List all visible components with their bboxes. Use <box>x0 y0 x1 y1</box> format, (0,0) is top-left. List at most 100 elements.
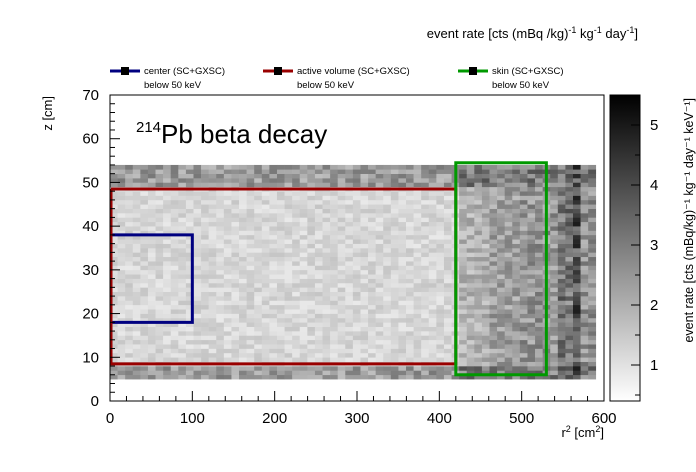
heatmap-cell <box>557 317 566 323</box>
heatmap-cell <box>254 239 263 244</box>
heatmap-cell <box>436 274 445 279</box>
heatmap-cell <box>231 278 240 284</box>
heatmap-cell <box>155 339 164 345</box>
heatmap-cell <box>466 173 475 179</box>
heatmap-cell <box>527 248 536 253</box>
heatmap-cell <box>557 322 566 327</box>
heatmap-cell <box>132 331 141 336</box>
heatmap-cell <box>110 195 118 201</box>
heatmap-cell <box>428 339 437 345</box>
heatmap-cell <box>201 248 209 253</box>
heatmap-cell <box>550 344 559 349</box>
heatmap-cell <box>299 234 308 240</box>
heatmap-cell <box>314 335 323 341</box>
heatmap-cell <box>421 374 430 380</box>
heatmap-cell <box>345 239 354 244</box>
heatmap-cell <box>497 265 505 271</box>
heatmap-cell <box>535 322 543 327</box>
heatmap-cell <box>421 164 430 170</box>
heatmap-cell <box>261 199 270 205</box>
heatmap-cell <box>261 252 270 258</box>
heatmap-cell <box>284 370 293 376</box>
heatmap-cell <box>292 169 301 174</box>
heatmap-cell <box>557 300 566 306</box>
heatmap-cell <box>588 191 597 196</box>
heatmap-cell <box>117 278 126 284</box>
heatmap-cell <box>519 269 528 275</box>
heatmap-cell <box>216 213 225 218</box>
heatmap-cell <box>163 269 172 275</box>
heatmap-cell <box>489 164 498 170</box>
heatmap-cell <box>573 269 581 275</box>
heatmap-cell <box>261 230 270 236</box>
heatmap-cell <box>352 282 361 288</box>
heatmap-cell <box>178 261 187 266</box>
heatmap-cell <box>345 230 354 236</box>
heatmap-cell <box>504 182 513 188</box>
heatmap-cell <box>155 322 164 327</box>
heatmap-cell <box>170 352 179 358</box>
heatmap-cell <box>557 370 566 376</box>
heatmap-cell <box>155 164 164 170</box>
heatmap-cell <box>330 282 338 288</box>
heatmap-cell <box>178 234 187 240</box>
heatmap-cell <box>147 313 156 319</box>
heatmap-cell <box>269 221 278 227</box>
heatmap-cell <box>208 230 217 236</box>
heatmap-cell <box>466 300 475 306</box>
heatmap-cell <box>527 234 536 240</box>
heatmap-cell <box>125 248 134 253</box>
heatmap-cell <box>185 357 194 362</box>
heatmap-cell <box>201 339 209 345</box>
heatmap-cell <box>140 239 149 244</box>
heatmap-cell <box>557 282 566 288</box>
heatmap-cell <box>474 182 483 188</box>
heatmap-cell <box>550 339 559 345</box>
heatmap-cell <box>527 230 536 236</box>
heatmap-cell <box>155 248 164 253</box>
heatmap-cell <box>527 265 536 271</box>
heatmap-cell <box>163 195 172 201</box>
heatmap-cell <box>299 282 308 288</box>
heatmap-cell <box>512 322 521 327</box>
heatmap-cell <box>337 296 346 301</box>
heatmap-cell <box>178 344 187 349</box>
heatmap-cell <box>117 169 126 174</box>
heatmap-cell <box>163 252 172 258</box>
heatmap-cell <box>223 234 232 240</box>
heatmap-cell <box>185 348 194 354</box>
heatmap-cell <box>390 252 399 258</box>
heatmap-cell <box>497 195 505 201</box>
heatmap-cell <box>390 326 399 332</box>
heatmap-cell <box>239 248 247 253</box>
heatmap-cell <box>117 317 126 323</box>
heatmap-cell <box>231 195 240 201</box>
heatmap-cell <box>216 322 225 327</box>
heatmap-cell <box>352 291 361 297</box>
heatmap-cell <box>140 261 149 266</box>
heatmap-cell <box>580 326 589 332</box>
heatmap-cell <box>588 374 597 380</box>
heatmap-cell <box>231 256 240 262</box>
heatmap-cell <box>512 199 521 205</box>
heatmap-cell <box>565 352 574 358</box>
heatmap-cell <box>504 204 513 209</box>
heatmap-cell <box>178 191 187 196</box>
heatmap-cell <box>246 278 255 284</box>
heatmap-cell <box>314 304 323 310</box>
heatmap-cell <box>535 317 543 323</box>
heatmap-cell <box>178 173 187 179</box>
heatmap-cell <box>413 265 422 271</box>
heatmap-cell <box>466 195 475 201</box>
heatmap-cell <box>565 230 574 236</box>
heatmap-cell <box>474 191 483 196</box>
heatmap-cell <box>239 335 247 341</box>
heatmap-cell <box>307 248 316 253</box>
heatmap-cell <box>239 178 247 183</box>
heatmap-cell <box>185 265 194 271</box>
heatmap-cell <box>110 291 118 297</box>
heatmap-cell <box>535 287 543 293</box>
heatmap-cell <box>170 234 179 240</box>
heatmap-cell <box>550 374 559 380</box>
heatmap-cell <box>140 331 149 336</box>
